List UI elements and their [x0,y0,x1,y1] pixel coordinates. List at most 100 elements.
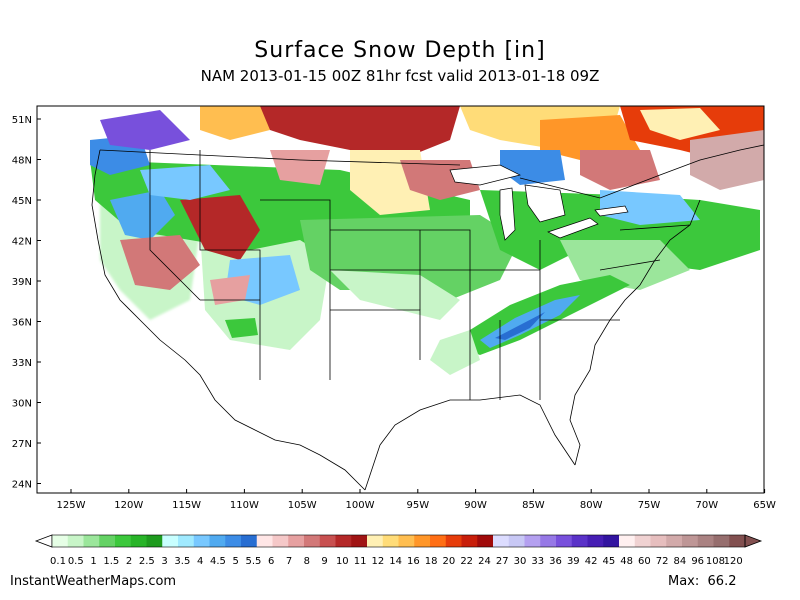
colorbar-swatch [729,535,746,547]
lat-label: 33N [12,358,32,369]
colorbar-swatch [461,535,478,547]
colorbar-label: 3.5 [174,556,190,567]
colorbar-label: 6 [268,556,274,567]
lon-label: 115W [172,500,201,511]
lat-label: 36N [12,318,32,329]
colorbar-swatch [115,535,132,547]
latitude-labels: 51N 48N 45N 42N 39N 36N 33N 30N 27N 24N [12,115,41,491]
max-value: Max: 66.2 [668,574,736,589]
colorbar-label: 45 [602,556,615,567]
colorbar-label: 4 [197,556,203,567]
colorbar-swatch [146,535,163,547]
colorbar-swatch [130,535,147,547]
colorbar-label: 1 [90,556,96,567]
lon-label: 100W [346,500,375,511]
colorbar-label: 5.5 [246,556,262,567]
lon-label: 70W [695,500,718,511]
colorbar-swatch [571,535,588,547]
colorbar-swatch [430,535,447,547]
colorbar-swatch [162,535,179,547]
colorbar-label: 36 [549,556,562,567]
colorbar-swatch [493,535,510,547]
colorbar-swatch [414,535,431,547]
colorbar-label: 84 [674,556,687,567]
colorbar-swatch [193,535,210,547]
colorbar-label: 7 [286,556,292,567]
colorbar-swatch [666,535,683,547]
colorbar-frame [51,534,746,548]
colorbar-swatch [398,535,415,547]
map-title: Surface Snow Depth [in] [254,38,546,63]
colorbar-swatch [587,535,604,547]
colorbar-swatch [335,535,352,547]
colorbar-swatch [241,535,258,547]
colorbar-label: 8 [304,556,310,567]
lon-label: 95W [406,500,429,511]
colorbar-arrow-left [34,534,53,548]
colorbar-label: 11 [354,556,367,567]
colorbar-arrow-right [744,534,763,548]
colorbar-label: 30 [514,556,527,567]
colorbar-label: 16 [407,556,420,567]
colorbar-label: 9 [321,556,327,567]
colorbar-swatch [288,535,305,547]
color-legend [34,534,763,548]
lon-label: 125W [57,500,86,511]
lat-label: 51N [12,115,32,126]
lon-label: 80W [580,500,603,511]
colorbar-label: 20 [443,556,456,567]
lon-label: 90W [464,500,487,511]
boundaries [91,144,764,491]
lat-label: 45N [12,196,32,207]
colorbar-label: 42 [585,556,598,567]
colorbar-swatch [351,535,368,547]
colorbar-swatch [508,535,525,547]
lat-label: 42N [12,237,32,248]
colorbar-label: 0.1 [50,556,66,567]
colorbar-swatch [634,535,651,547]
colorbar-swatch [319,535,336,547]
colorbar-swatch [697,535,714,547]
lon-label: 75W [638,500,661,511]
colorbar-swatch [209,535,226,547]
colorbar-swatch [713,535,730,547]
colorbar-swatch [650,535,667,547]
map-subtitle: NAM 2013-01-15 00Z 81hr fcst valid 2013-… [200,67,600,85]
colorbar-swatch [256,535,273,547]
colorbar-swatch [83,535,100,547]
colorbar-swatch [304,535,321,547]
map-frame [36,105,765,494]
colorbar-swatch [540,535,557,547]
colorbar-label: 18 [425,556,438,567]
lat-label: 24N [12,480,32,491]
colorbar-swatch [178,535,195,547]
colorbar-swatch [556,535,573,547]
colorbar-label: 108 [706,556,725,567]
colorbar-label: 39 [567,556,580,567]
colorbar-swatch [272,535,289,547]
lat-label: 30N [12,399,32,410]
colorbar-swatch [99,535,116,547]
max-number: 66.2 [707,574,737,589]
colorbar-label: 10 [336,556,349,567]
colorbar-label: 3 [161,556,167,567]
colorbar-swatch [477,535,494,547]
max-label: Max: [668,574,700,589]
colorbar-swatch [682,535,699,547]
color-legend-labels: 0.1 0.5 1 1.5 2 2.5 3 3.5 4 4.5 5 5.5 6 7 8 9 10 11 12 14 16… [50,556,743,567]
lat-label: 39N [12,277,32,288]
colorbar-swatch [382,535,399,547]
lat-label: 48N [12,156,32,167]
colorbar-swatch [367,535,384,547]
colorbar-label: 0.5 [68,556,84,567]
colorbar-label: 33 [531,556,544,567]
site-credit: InstantWeatherMaps.com [10,574,177,589]
lon-label: 65W [753,500,776,511]
colorbar-swatch [225,535,242,547]
lon-label: 85W [522,500,545,511]
colorbar-label: 2.5 [139,556,155,567]
colorbar-label: 72 [656,556,669,567]
colorbar-label: 60 [638,556,651,567]
colorbar-label: 5 [233,556,239,567]
